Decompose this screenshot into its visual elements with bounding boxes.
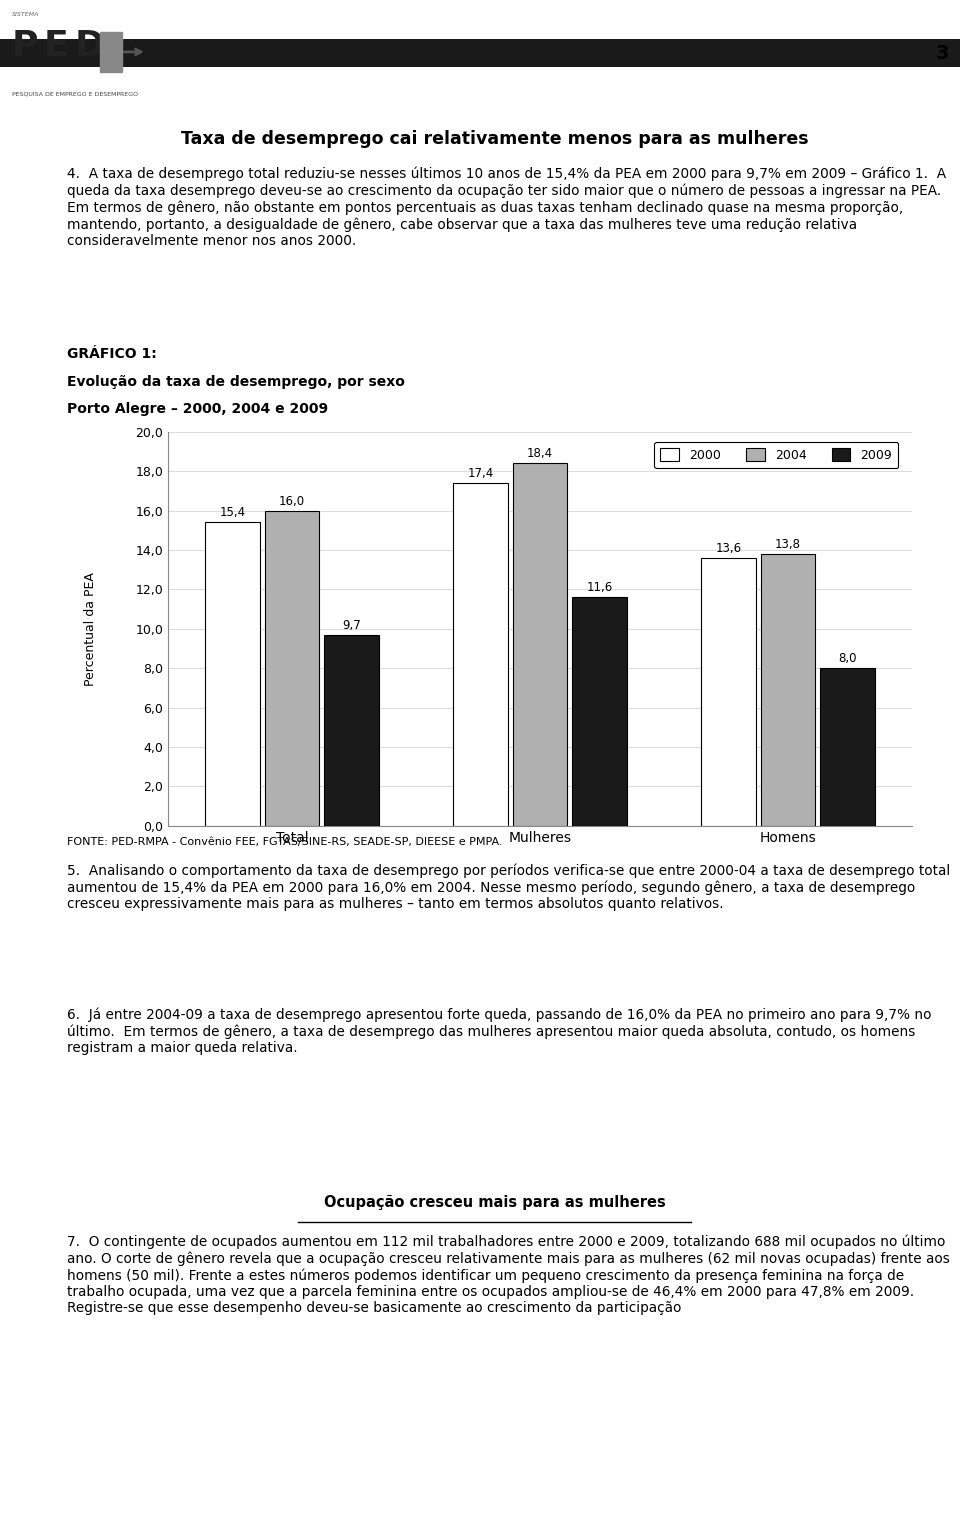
Bar	[265, 511, 320, 826]
Text: 3: 3	[936, 44, 949, 62]
Text: 4.  A taxa de desemprego total reduziu-se nesses últimos 10 anos de 15,4% da PEA: 4. A taxa de desemprego total reduziu-se…	[67, 167, 947, 248]
Text: 11,6: 11,6	[587, 582, 612, 594]
Legend: 2000, 2004, 2009: 2000, 2004, 2009	[654, 442, 899, 468]
Text: 13,8: 13,8	[775, 538, 801, 551]
Text: 18,4: 18,4	[527, 447, 553, 461]
Bar	[453, 483, 508, 826]
Text: E: E	[43, 29, 68, 64]
Text: P: P	[12, 29, 38, 64]
Text: 13,6: 13,6	[715, 542, 741, 554]
Text: PESQUISA DE EMPREGO E DESEMPREGO: PESQUISA DE EMPREGO E DESEMPREGO	[12, 91, 137, 95]
Text: 8,0: 8,0	[838, 651, 856, 665]
Text: FONTE: PED-RMPA - Convênio FEE, FGTAS/SINE-RS, SEADE-SP, DIEESE e PMPA.: FONTE: PED-RMPA - Convênio FEE, FGTAS/SI…	[67, 838, 503, 847]
Text: 16,0: 16,0	[279, 494, 305, 508]
Bar	[324, 635, 379, 826]
Text: Taxa de desemprego cai relativamente menos para as mulheres: Taxa de desemprego cai relativamente men…	[180, 130, 808, 148]
Text: 15,4: 15,4	[220, 506, 246, 520]
Text: 17,4: 17,4	[468, 467, 493, 480]
Text: Evolução da taxa de desemprego, por sexo: Evolução da taxa de desemprego, por sexo	[67, 376, 405, 389]
Text: 9,7: 9,7	[342, 618, 361, 632]
Text: D: D	[75, 29, 105, 64]
Bar	[205, 523, 260, 826]
Bar	[760, 554, 815, 826]
Text: 6.  Já entre 2004-09 a taxa de desemprego apresentou forte queda, passando de 16: 6. Já entre 2004-09 a taxa de desemprego…	[67, 1007, 932, 1054]
Bar	[513, 464, 567, 826]
Text: 5.  Analisando o comportamento da taxa de desemprego por períodos verifica-se qu: 5. Analisando o comportamento da taxa de…	[67, 864, 950, 911]
Text: Ocupação cresceu mais para as mulheres: Ocupação cresceu mais para as mulheres	[324, 1195, 665, 1209]
Text: GRÁFICO 1:: GRÁFICO 1:	[67, 347, 156, 361]
Bar	[101, 32, 122, 71]
Bar	[701, 558, 756, 826]
Text: SISTEMA: SISTEMA	[12, 12, 39, 18]
Text: Porto Alegre – 2000, 2004 e 2009: Porto Alegre – 2000, 2004 e 2009	[67, 401, 328, 417]
Text: 7.  O contingente de ocupados aumentou em 112 mil trabalhadores entre 2000 e 200: 7. O contingente de ocupados aumentou em…	[67, 1235, 950, 1315]
Y-axis label: Percentual da PEA: Percentual da PEA	[84, 571, 97, 686]
Bar	[572, 597, 627, 826]
Bar	[820, 668, 875, 826]
